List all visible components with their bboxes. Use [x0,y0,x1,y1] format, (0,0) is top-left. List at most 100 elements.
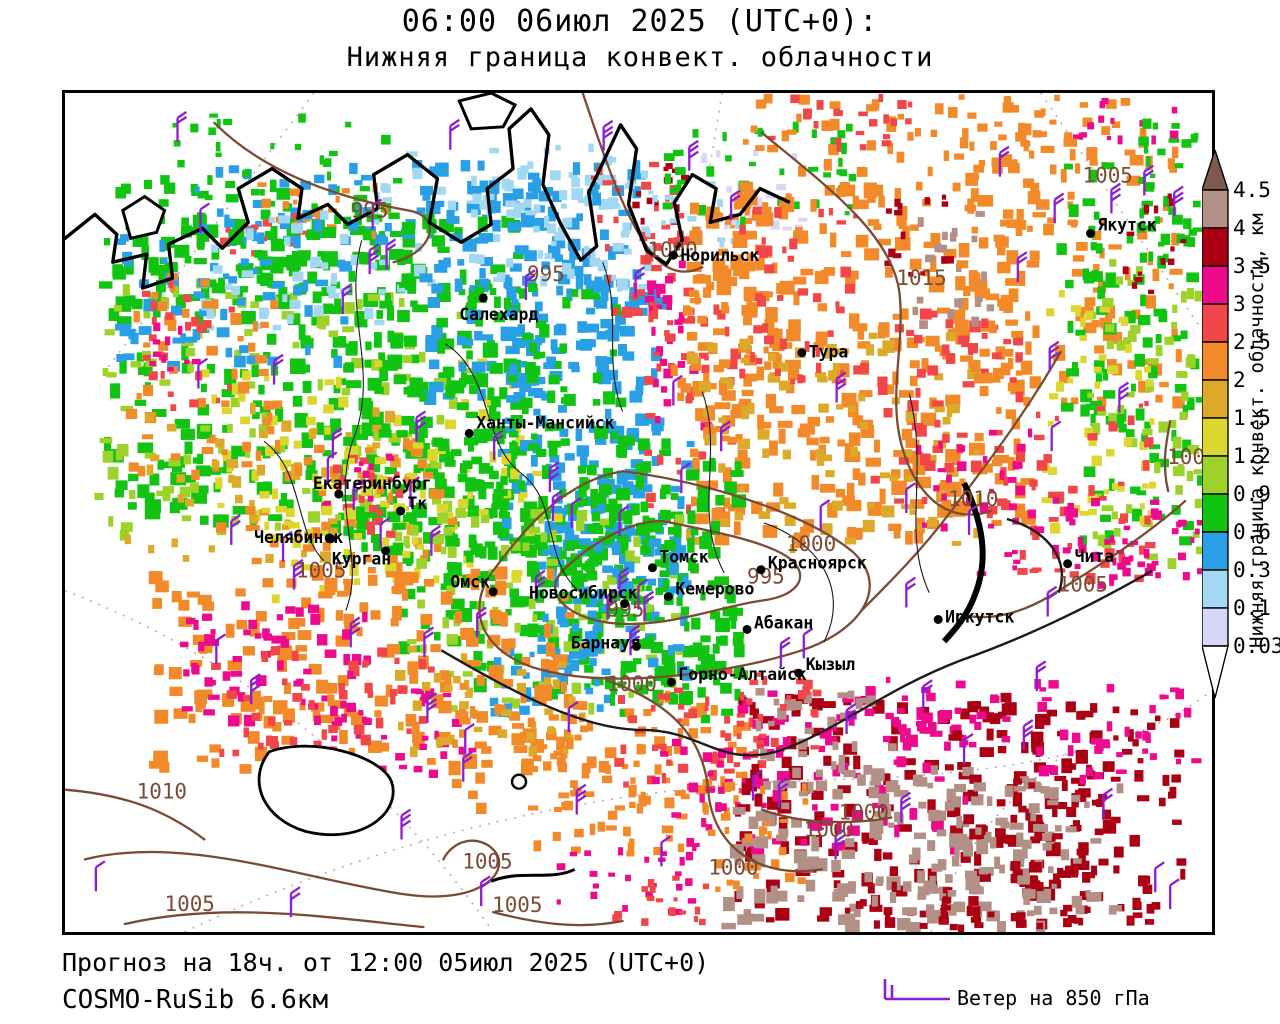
city-name-label: Чита [1075,547,1115,566]
colorbar-segment [1202,380,1228,418]
colorbar-segment [1202,456,1228,494]
city-dot [1063,559,1072,568]
city-name-label: Салехард [459,305,538,324]
wind-barb [906,578,915,608]
colorbar-tick-label: 4.5 [1233,178,1271,202]
city-dot [667,678,676,687]
city-name-label: Курган [332,550,391,569]
colorbar-segment [1202,608,1228,646]
city-dot [756,565,765,574]
city-dot [489,587,498,596]
weather-map-canvas: 9959951000101510051010100010009959951005… [65,93,1212,932]
city-marker: Норильск [669,246,760,265]
wind-barb [781,637,790,667]
city-dot [934,615,943,624]
city-dot [743,625,752,634]
city-name-label: Красноярск [768,554,867,573]
isobar-value-label: 995 [351,198,389,222]
city-dot [1086,229,1095,238]
isobar-value-label: 1000 [708,855,758,879]
city-name-label: Иркутск [945,607,1014,626]
city-marker: Барнаул [571,633,641,652]
colorbar-below-range-arrow [1202,646,1228,698]
model-caption: COSMO-RuSib 6.6км [62,985,328,1015]
wind-barb [1052,421,1061,451]
colorbar-tick-label: 2 [1233,368,1246,392]
colorbar-scale: 4.543.532.521.51.20.90.60.30.10.03 [1202,150,1280,710]
city-marker: Иркутск [934,607,1015,626]
isobar-value-label: 1000 [804,817,854,841]
wind-barb [96,861,105,891]
wind-barb [291,887,300,917]
forecast-caption: Прогноз на 18ч. от 12:00 05июл 2025 (UTC… [62,948,709,977]
city-name-label: Кызыл [806,655,856,674]
colorbar-tick-label: 3 [1233,292,1246,316]
city-marker: Горно-Алтайск [667,665,807,686]
colorbar-segment [1202,228,1228,266]
map-title-parameter: Нижняя граница конвект. облачности [0,42,1280,73]
wind-barb [1055,194,1064,224]
city-marker: Челябинск [254,528,343,547]
colorbar-segment [1202,532,1228,570]
isobar-value-label: 1000 [607,672,657,696]
city-dot [648,563,657,572]
city-marker: Курган [332,546,391,568]
colorbar-segment [1202,494,1228,532]
isobar-value-label: 1005 [462,849,512,873]
city-dot [664,592,673,601]
isobar-line [85,841,499,897]
island-outline [459,93,515,129]
city-name-label: Омск [450,573,490,592]
colorbar-axis-label: Нижняя граница конвект. облачности, км [1246,213,1268,648]
wind-barb [1155,862,1164,892]
city-dot [794,669,803,678]
isobar-value-label: 1015 [896,266,946,290]
city-name-label: Тк [408,494,428,513]
isobar-value-label: 1005 [492,893,542,917]
colorbar-tick-label: 4 [1233,216,1246,240]
city-name-label: Абакан [754,613,813,632]
city-name-label: Новосибирск [529,584,638,603]
city-name-label: Барнаул [571,633,640,652]
wind-barb-glyph [885,979,950,999]
isobar-value-label: 1000 [786,532,836,556]
city-name-label: Норильск [680,246,759,265]
city-name-label: Тура [809,343,849,362]
island-outline [123,197,165,239]
colorbar-segment [1202,266,1228,304]
city-dot [797,348,806,357]
wind-barb [402,810,411,840]
lake-outline [512,775,526,789]
city-name-label: Екатеринбург [313,474,432,493]
isobar-value-label: 1005 [165,892,215,916]
colorbar: 4.543.532.521.51.20.90.60.30.10.03 [1202,150,1280,710]
city-name-label: Челябинск [254,528,343,547]
cloud-base-field [94,94,1208,932]
city-name-label: Горно-Алтайск [678,665,807,684]
isobar-value-label: 1010 [948,487,998,511]
city-dot [465,429,474,438]
isobar-line [214,123,429,262]
city-marker: Абакан [743,613,814,633]
colorbar-segment [1202,304,1228,342]
isobar-value-label: 1010 [137,780,187,804]
wind-legend-label: Ветер на 850 гПа [957,986,1150,1010]
city-dot [669,251,678,260]
city-marker: Кемерово [664,580,755,601]
colorbar-above-range-arrow [1202,150,1228,190]
wind-barb [1170,879,1179,909]
wind-barb [1111,184,1120,214]
wind-barb [178,112,187,142]
city-dot [479,294,488,303]
isobar-value-label: 1005 [1058,573,1108,597]
isobar-value-label: 1005 [1083,164,1133,188]
colorbar-segment [1202,190,1228,228]
city-name-label: Кемерово [675,580,754,599]
lake-outline [259,746,393,835]
colorbar-segment [1202,570,1228,608]
isobar-value-label: 995 [527,262,565,286]
city-marker: Чита [1063,547,1114,568]
colorbar-segment [1202,342,1228,380]
city-dot [396,507,405,516]
colorbar-segment [1202,418,1228,456]
